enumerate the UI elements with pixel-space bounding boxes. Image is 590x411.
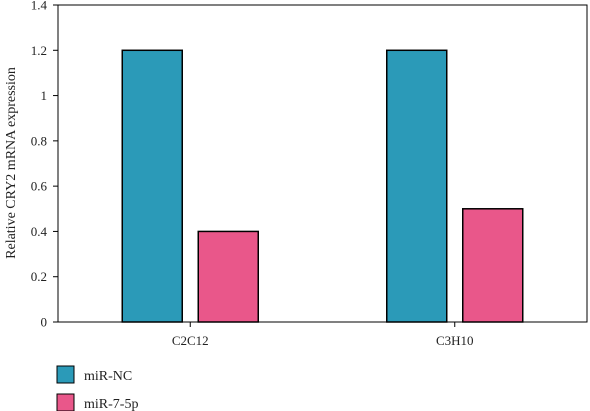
legend: miR-NC miR-7-5p	[56, 365, 138, 411]
y-tick-label: 1.2	[31, 43, 47, 58]
bars	[121, 49, 524, 323]
legend-label: miR-7-5p	[84, 397, 138, 411]
bar-mir-7-5p-c2c12	[197, 230, 259, 323]
y-axis: 0 0.2 0.4 0.6 0.8 1 1.2 1.4	[31, 0, 58, 330]
y-tick-label: 0.4	[31, 224, 48, 239]
y-tick-label: 0	[41, 315, 48, 330]
x-tick-label: C2C12	[172, 333, 209, 348]
legend-label: miR-NC	[84, 369, 132, 384]
y-tick-label: 0.8	[31, 133, 47, 148]
x-axis: C2C12 C3H10	[172, 322, 474, 348]
y-tick-label: 0.2	[31, 269, 47, 284]
legend-swatch	[56, 365, 75, 384]
y-axis-title: Relative CRY2 mRNA expression	[4, 67, 19, 259]
bar-mir-nc-c2c12	[121, 49, 183, 323]
bar-mir-nc-c3h10	[386, 49, 448, 323]
legend-swatch	[56, 393, 75, 411]
y-tick-label: 1.4	[31, 0, 48, 13]
x-tick-label: C3H10	[436, 333, 474, 348]
y-tick-label: 1	[41, 88, 48, 103]
bar-mir-7-5p-c3h10	[462, 208, 524, 323]
y-tick-label: 0.6	[31, 179, 48, 194]
plot-frame	[57, 4, 588, 323]
